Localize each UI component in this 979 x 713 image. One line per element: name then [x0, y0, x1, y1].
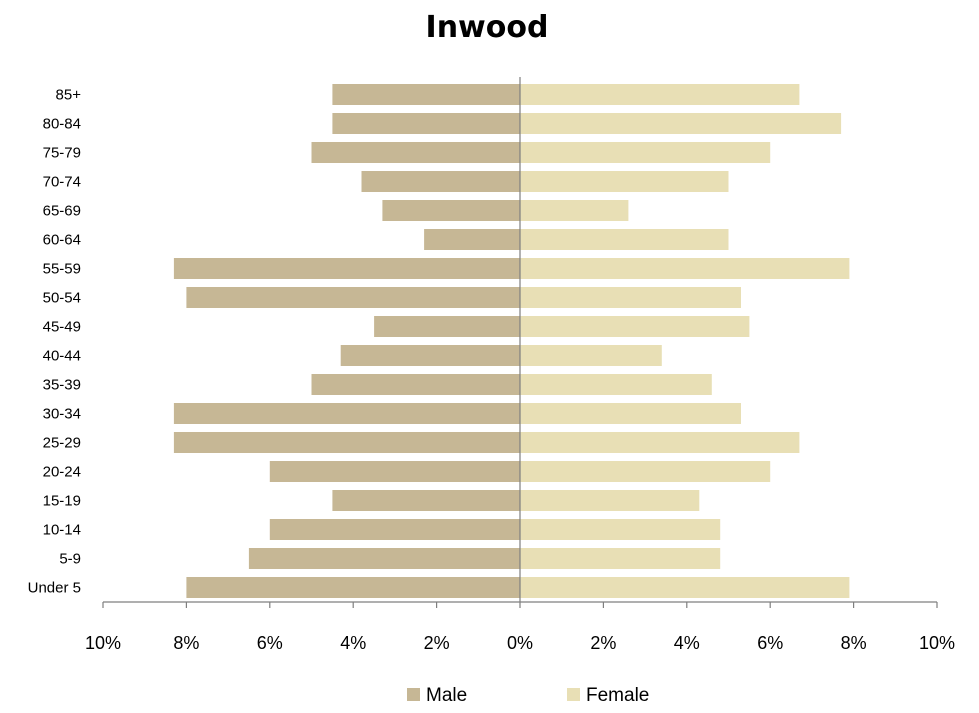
male-bar-5-9: [248, 548, 520, 569]
legend-label-male: Male: [426, 685, 467, 706]
male-bar-55-59: [173, 258, 520, 279]
female-bar-5-9: [520, 548, 721, 569]
x-tick-label: 10%: [85, 633, 121, 653]
x-tick-label: 2%: [590, 633, 616, 653]
female-bar-75-79: [520, 142, 771, 163]
legend-swatch-female: [567, 688, 580, 701]
category-label: 55-59: [43, 261, 81, 278]
category-label: 20-24: [43, 464, 81, 481]
category-label: Under 5: [28, 580, 81, 597]
male-bar-under-5: [186, 577, 520, 598]
male-bar-50-54: [186, 287, 520, 308]
male-bar-75-79: [311, 142, 520, 163]
female-bar-50-54: [520, 287, 741, 308]
male-bar-10-14: [269, 519, 520, 540]
x-tick-label: 2%: [424, 633, 450, 653]
x-tick-label: 4%: [340, 633, 366, 653]
x-tick-label: 6%: [257, 633, 283, 653]
category-label: 40-44: [43, 348, 81, 365]
female-bar-45-49: [520, 316, 750, 337]
category-label: 15-19: [43, 493, 81, 510]
male-bar-85+: [332, 84, 520, 105]
female-bar-10-14: [520, 519, 721, 540]
x-tick-label: 10%: [919, 633, 955, 653]
male-bar-15-19: [332, 490, 520, 511]
bars-layer: [173, 84, 850, 598]
female-bar-40-44: [520, 345, 662, 366]
legend-swatch-male: [407, 688, 420, 701]
category-label: 80-84: [43, 116, 81, 133]
female-bar-20-24: [520, 461, 771, 482]
x-tick-label: 0%: [507, 633, 533, 653]
category-label: 25-29: [43, 435, 81, 452]
male-bar-60-64: [424, 229, 520, 250]
female-bar-35-39: [520, 374, 712, 395]
male-bar-35-39: [311, 374, 520, 395]
male-bar-45-49: [374, 316, 520, 337]
female-bar-85+: [520, 84, 800, 105]
male-bar-80-84: [332, 113, 520, 134]
female-bar-30-34: [520, 403, 741, 424]
category-label: 65-69: [43, 203, 81, 220]
male-bar-30-34: [173, 403, 520, 424]
x-tick-label: 4%: [674, 633, 700, 653]
female-bar-70-74: [520, 171, 729, 192]
category-label: 75-79: [43, 145, 81, 162]
female-bar-25-29: [520, 432, 800, 453]
legend: Male Female: [407, 685, 649, 706]
male-bar-40-44: [340, 345, 520, 366]
female-bar-under-5: [520, 577, 850, 598]
female-bar-55-59: [520, 258, 850, 279]
x-tick-label: 8%: [841, 633, 867, 653]
female-bar-65-69: [520, 200, 629, 221]
category-label: 85+: [56, 87, 82, 104]
category-label: 60-64: [43, 232, 81, 249]
x-tick-label: 6%: [757, 633, 783, 653]
labels-layer: Under 5 5-9 10-14 15-19 20-24 25-29 30-34 35-39…: [28, 87, 955, 654]
male-bar-25-29: [173, 432, 520, 453]
male-bar-65-69: [382, 200, 520, 221]
category-label: 50-54: [43, 290, 81, 307]
category-label: 5-9: [59, 551, 81, 568]
category-label: 70-74: [43, 174, 81, 191]
male-bar-20-24: [269, 461, 520, 482]
category-label: 35-39: [43, 377, 81, 394]
category-label: 45-49: [43, 319, 81, 336]
male-bar-70-74: [361, 171, 520, 192]
female-bar-15-19: [520, 490, 700, 511]
category-label: 30-34: [43, 406, 81, 423]
legend-label-female: Female: [586, 685, 649, 706]
axis-layer: [102, 77, 938, 608]
female-bar-60-64: [520, 229, 729, 250]
x-tick-label: 8%: [173, 633, 199, 653]
chart-title: Inwood: [426, 10, 549, 45]
category-label: 10-14: [43, 522, 81, 539]
female-bar-80-84: [520, 113, 842, 134]
